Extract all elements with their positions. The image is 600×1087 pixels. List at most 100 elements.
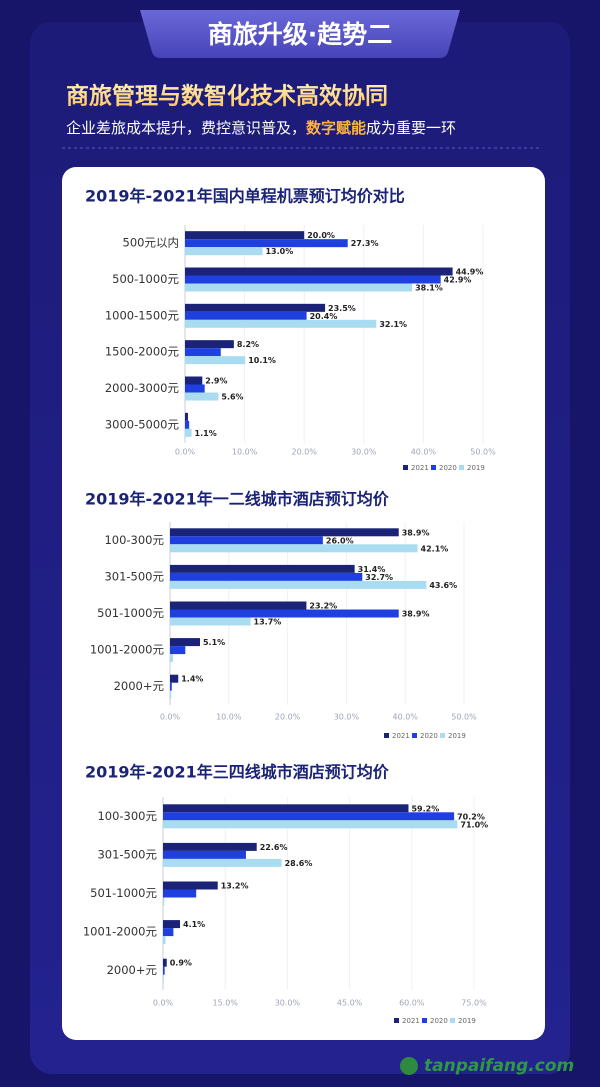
y-tick-label: 301-500元 — [97, 847, 157, 861]
bar — [170, 674, 179, 683]
bar — [185, 239, 348, 248]
subtitle-part: 企业差旅成本提升，费控意识普及， — [66, 119, 306, 137]
data-label: 31.4% — [358, 565, 386, 574]
data-label: 42.1% — [421, 544, 449, 553]
x-tick-label: 30.0% — [334, 713, 360, 722]
bar — [163, 889, 197, 898]
legend-swatch — [384, 733, 389, 738]
data-label: 71.0% — [460, 820, 488, 829]
bar — [163, 881, 218, 890]
data-label: 13.7% — [254, 618, 282, 627]
bar — [185, 311, 307, 320]
data-label: 4.1% — [183, 920, 205, 929]
legend-swatch — [459, 465, 464, 470]
y-tick-label: 301-500元 — [104, 569, 164, 583]
x-tick-label: 45.0% — [337, 999, 363, 1008]
y-tick-label: 2000-3000元 — [105, 381, 180, 395]
y-tick-label: 1000-1500元 — [105, 308, 180, 322]
legend-label: 2021 — [411, 464, 429, 472]
legend-swatch — [403, 465, 408, 470]
bar — [170, 638, 200, 647]
data-label: 5.1% — [203, 638, 225, 647]
subtitle-highlight: 数字赋能 — [306, 119, 366, 137]
data-label: 70.2% — [457, 812, 485, 821]
data-label: 2.9% — [205, 377, 227, 386]
bar — [170, 544, 418, 553]
bar — [163, 966, 165, 975]
bar — [170, 682, 172, 691]
bar — [163, 928, 174, 937]
bar — [170, 617, 251, 626]
bar — [170, 580, 427, 589]
y-tick-label: 2000+元 — [107, 963, 158, 977]
bar — [170, 528, 399, 537]
bar — [163, 974, 164, 983]
y-tick-label: 501-1000元 — [90, 886, 157, 900]
watermark: tanpaifang.com — [424, 1056, 574, 1076]
chart-title: 2019年-2021年一二线城市酒店预订均价 — [85, 490, 390, 509]
data-label: 22.6% — [260, 843, 288, 852]
bar — [163, 858, 282, 867]
data-label: 44.9% — [456, 268, 484, 277]
y-tick-label: 1001-2000元 — [90, 643, 165, 657]
y-tick-label: 100-300元 — [97, 809, 157, 823]
bar — [185, 247, 263, 256]
bar — [185, 319, 377, 328]
bar — [170, 654, 173, 663]
data-label: 38.9% — [402, 528, 430, 537]
x-tick-label: 15.0% — [212, 999, 238, 1008]
tab — [140, 10, 460, 58]
data-label: 23.2% — [309, 602, 337, 611]
x-tick-label: 30.0% — [275, 999, 301, 1008]
bar — [163, 920, 181, 929]
legend-label: 2019 — [467, 464, 485, 472]
x-tick-label: 0.0% — [153, 999, 174, 1008]
data-label: 5.6% — [221, 393, 243, 402]
bar — [163, 842, 257, 851]
legend-label: 2020 — [439, 464, 457, 472]
data-label: 8.2% — [237, 340, 259, 349]
data-label: 23.5% — [328, 304, 356, 313]
legend-swatch — [422, 1018, 427, 1023]
bar — [163, 897, 165, 906]
legend-label: 2020 — [420, 732, 438, 740]
bar — [163, 936, 166, 945]
y-tick-label: 501-1000元 — [97, 606, 164, 620]
x-tick-label: 50.0% — [470, 448, 496, 457]
bar — [170, 609, 399, 618]
subtitle-part: 成为重要一环 — [366, 119, 456, 137]
bar — [163, 820, 458, 829]
x-tick-label: 60.0% — [399, 999, 425, 1008]
watermark-icon — [400, 1057, 418, 1075]
data-label: 28.6% — [285, 859, 313, 868]
tab-label: 商旅升级·趋势二 — [208, 20, 393, 49]
data-label: 20.4% — [310, 312, 338, 321]
data-label: 20.0% — [307, 231, 335, 240]
data-label: 38.1% — [415, 284, 443, 293]
bar — [185, 231, 305, 240]
data-label: 38.9% — [402, 610, 430, 619]
x-tick-label: 0.0% — [175, 448, 196, 457]
subtitle: 企业差旅成本提升，费控意识普及，数字赋能成为重要一环 — [66, 119, 456, 137]
bar — [185, 420, 190, 429]
data-label: 32.1% — [379, 320, 407, 329]
data-label: 1.1% — [195, 429, 217, 438]
bar — [170, 690, 172, 699]
bar — [185, 392, 219, 401]
bar — [185, 340, 234, 349]
data-label: 43.6% — [429, 581, 457, 590]
data-label: 59.2% — [411, 804, 439, 813]
legend-label: 2020 — [430, 1017, 448, 1025]
legend-swatch — [440, 733, 445, 738]
legend-label: 2019 — [458, 1017, 476, 1025]
bar — [170, 564, 355, 573]
data-label: 26.0% — [326, 536, 354, 545]
x-tick-label: 20.0% — [291, 448, 317, 457]
bar — [163, 812, 455, 821]
data-label: 32.7% — [365, 573, 393, 582]
x-tick-label: 75.0% — [461, 999, 487, 1008]
bar — [163, 804, 409, 813]
bar — [170, 572, 363, 581]
